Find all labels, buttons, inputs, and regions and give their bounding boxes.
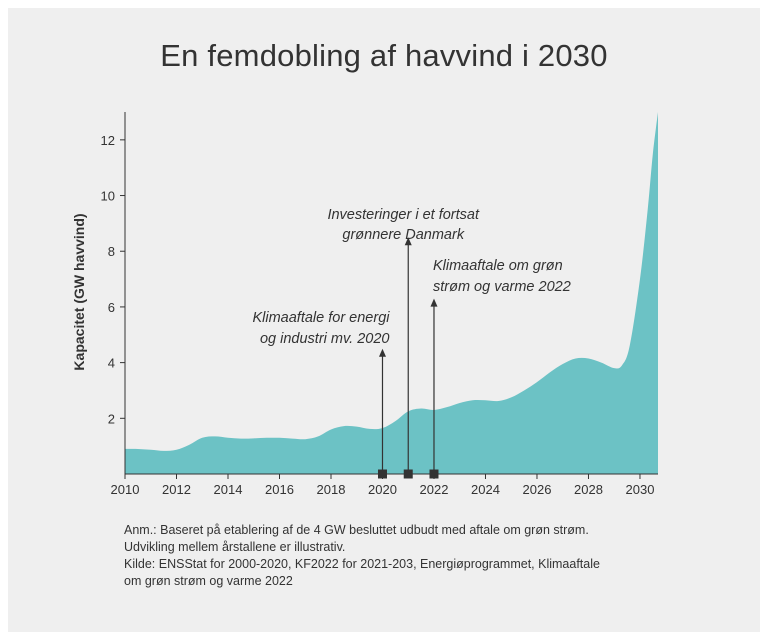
note-line: Anm.: Baseret på etablering af de 4 GW b… bbox=[124, 523, 589, 537]
x-tick-label: 2018 bbox=[317, 482, 346, 497]
note-line: om grøn strøm og varme 2022 bbox=[124, 574, 293, 588]
arrow-head bbox=[404, 237, 412, 246]
event-label: og industri mv. 2020 bbox=[260, 331, 390, 347]
y-tick-label: 10 bbox=[101, 189, 115, 204]
event-marker bbox=[403, 469, 413, 479]
event-label: grønnere Danmark bbox=[342, 227, 464, 243]
capacity-area bbox=[125, 112, 658, 474]
event-label: Klimaaftale for energi bbox=[252, 310, 390, 326]
x-tick-label: 2016 bbox=[265, 482, 294, 497]
chart-axes bbox=[124, 112, 658, 475]
x-tick-label: 2024 bbox=[471, 482, 500, 497]
event-annotations: Klimaaftale for energi og industri mv. 20… bbox=[252, 207, 571, 479]
y-axis-ticks: 2 4 6 8 10 12 bbox=[101, 133, 125, 426]
arrow-head bbox=[378, 348, 386, 357]
arrow-head bbox=[430, 298, 438, 307]
event-label: Investeringer i et fortsat bbox=[327, 207, 479, 223]
event-label: strøm og varme 2022 bbox=[433, 279, 571, 295]
note-line: Udvikling mellem årstallene er illustrat… bbox=[124, 540, 346, 554]
y-tick-label: 6 bbox=[108, 300, 115, 315]
y-tick-label: 12 bbox=[101, 133, 115, 148]
y-tick-label: 8 bbox=[108, 244, 115, 259]
x-tick-label: 2012 bbox=[162, 482, 191, 497]
x-tick-label: 2014 bbox=[214, 482, 243, 497]
note-line: Kilde: ENSStat for 2000-2020, KF2022 for… bbox=[124, 557, 600, 571]
chart-title: En femdobling af havvind i 2030 bbox=[160, 38, 608, 73]
x-axis-ticks: 2010 2012 2014 2016 2018 2020 2022 2024 2026 2028… bbox=[111, 474, 655, 497]
x-tick-label: 2030 bbox=[626, 482, 655, 497]
event-label: Klimaaftale om grøn bbox=[433, 258, 563, 274]
y-tick-label: 2 bbox=[108, 411, 115, 426]
y-tick-label: 4 bbox=[108, 356, 115, 371]
x-tick-label: 2010 bbox=[111, 482, 140, 497]
x-tick-label: 2028 bbox=[574, 482, 603, 497]
x-tick-label: 2022 bbox=[420, 482, 449, 497]
x-tick-label: 2020 bbox=[368, 482, 397, 497]
x-tick-label: 2026 bbox=[523, 482, 552, 497]
y-axis-label: Kapacitet (GW havvind) bbox=[71, 213, 87, 370]
chart-notes: Anm.: Baseret på etablering af de 4 GW b… bbox=[124, 522, 724, 590]
